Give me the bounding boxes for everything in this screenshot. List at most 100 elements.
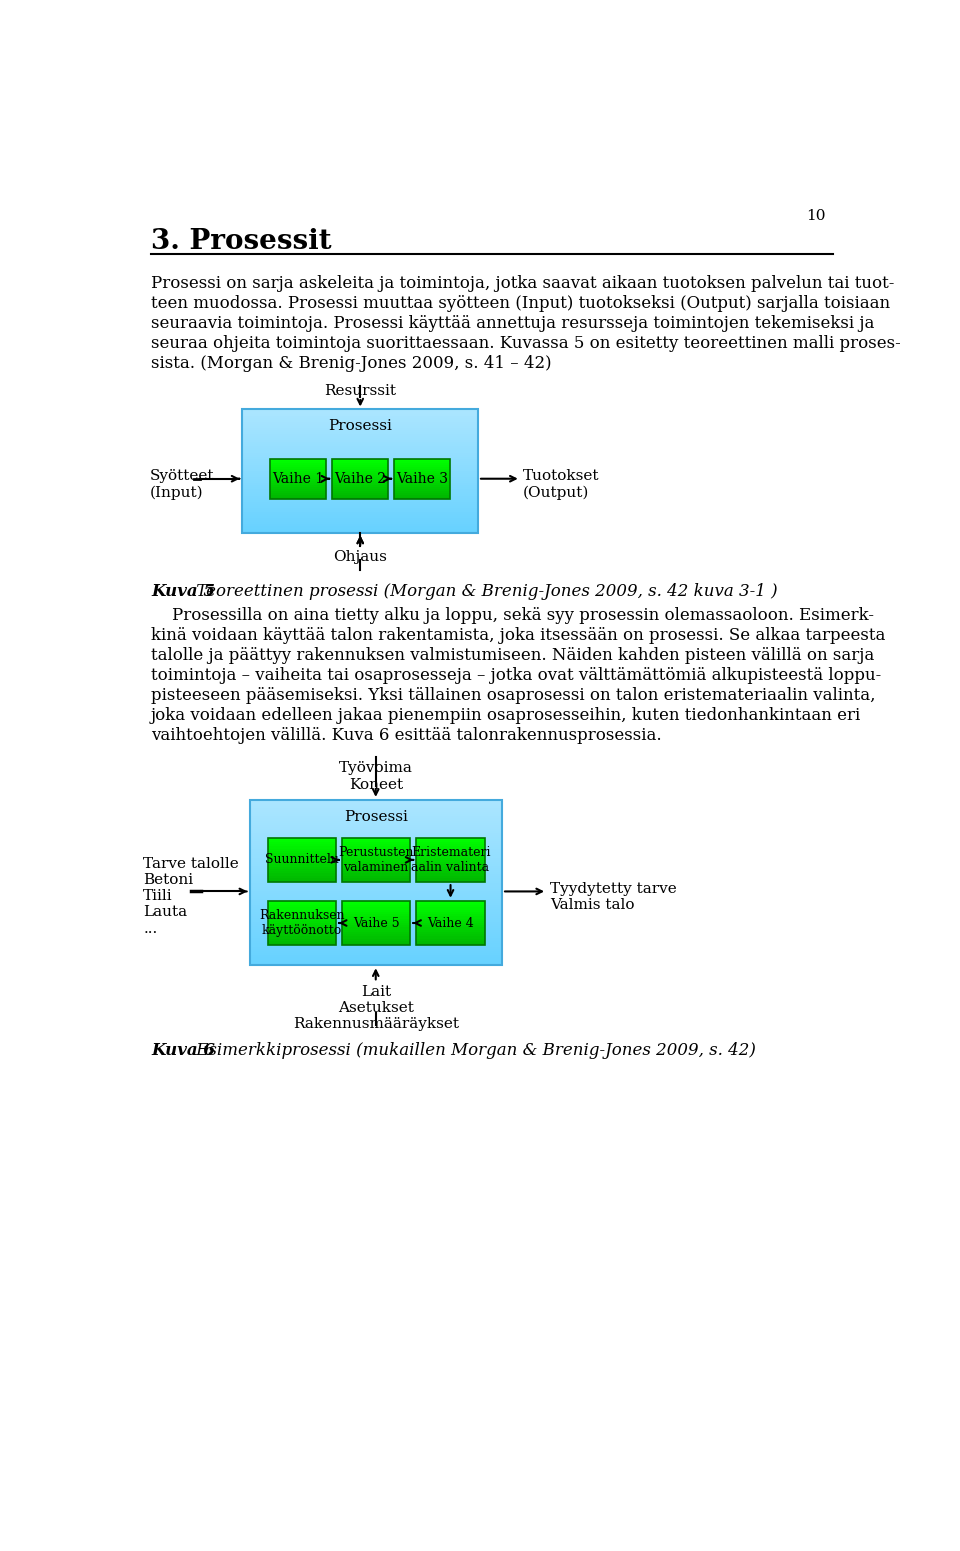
Bar xyxy=(251,819,502,820)
Bar xyxy=(243,493,478,496)
Bar xyxy=(342,903,410,906)
Bar xyxy=(342,943,410,946)
Bar xyxy=(332,481,388,482)
Text: Vaihe 2: Vaihe 2 xyxy=(334,472,386,485)
Bar xyxy=(268,872,336,873)
Bar xyxy=(243,485,478,487)
Text: Kuva 6: Kuva 6 xyxy=(151,1042,215,1059)
Bar xyxy=(268,909,336,912)
Bar xyxy=(268,869,336,872)
Bar xyxy=(268,838,336,883)
Bar xyxy=(271,475,326,476)
Bar xyxy=(243,436,478,439)
Bar xyxy=(268,838,336,839)
Bar xyxy=(251,851,502,853)
Bar xyxy=(395,459,450,461)
Bar xyxy=(342,838,410,839)
Bar xyxy=(417,907,485,909)
Bar xyxy=(243,467,478,468)
Bar xyxy=(251,828,502,831)
Bar xyxy=(243,409,478,532)
Bar xyxy=(251,814,502,816)
Bar xyxy=(251,803,502,807)
Bar xyxy=(268,879,336,883)
Bar xyxy=(417,838,485,839)
Bar xyxy=(268,864,336,867)
Bar xyxy=(417,917,485,918)
Bar xyxy=(251,962,502,963)
Bar xyxy=(342,927,410,929)
Bar xyxy=(251,951,502,952)
Bar xyxy=(417,873,485,875)
Bar xyxy=(417,914,485,917)
Bar xyxy=(251,822,502,825)
Bar xyxy=(271,470,326,473)
Bar xyxy=(243,481,478,484)
Bar xyxy=(417,912,485,914)
Bar xyxy=(268,917,336,918)
Bar xyxy=(395,482,450,485)
Bar xyxy=(342,923,410,926)
Bar xyxy=(243,510,478,512)
Bar xyxy=(251,883,502,884)
Bar xyxy=(251,834,502,838)
Bar xyxy=(332,489,388,490)
Bar xyxy=(243,518,478,520)
Text: Esimerkkiprosessi (mukaillen Morgan & Brenig-Jones 2009, s. 42): Esimerkkiprosessi (mukaillen Morgan & Br… xyxy=(191,1042,756,1059)
Bar xyxy=(395,495,450,496)
Bar xyxy=(342,918,410,921)
Bar xyxy=(251,847,502,850)
Bar xyxy=(251,924,502,926)
Bar xyxy=(395,461,450,462)
Text: 3. Prosessit: 3. Prosessit xyxy=(151,228,331,256)
Bar xyxy=(332,482,388,485)
Bar xyxy=(268,929,336,932)
Text: Tarve talolle
Betoni
Tiili
Lauta
...: Tarve talolle Betoni Tiili Lauta ... xyxy=(143,856,239,935)
Bar xyxy=(251,825,502,827)
Bar xyxy=(251,853,502,856)
Bar xyxy=(342,929,410,932)
Text: vaihtoehtojen välillä. Kuva 6 esittää talonrakennusprosessia.: vaihtoehtojen välillä. Kuva 6 esittää ta… xyxy=(151,727,661,744)
Text: seuraavia toimintoja. Prosessi käyttää annettuja resursseja toimintojen tekemise: seuraavia toimintoja. Prosessi käyttää a… xyxy=(151,315,875,332)
Bar xyxy=(395,459,450,499)
Bar xyxy=(251,845,502,847)
Bar xyxy=(395,493,450,495)
Bar xyxy=(251,896,502,900)
Bar xyxy=(268,934,336,937)
Bar xyxy=(342,914,410,917)
Bar xyxy=(251,872,502,875)
Bar xyxy=(268,906,336,907)
Bar xyxy=(251,813,502,814)
Bar xyxy=(342,858,410,859)
Bar xyxy=(251,906,502,907)
Text: Teoreettinen prosessi (Morgan & Brenig-Jones 2009, s. 42 kuva 3-1 ): Teoreettinen prosessi (Morgan & Brenig-J… xyxy=(191,583,778,600)
Bar xyxy=(251,940,502,943)
Bar xyxy=(342,847,410,848)
Bar xyxy=(251,876,502,878)
Bar xyxy=(251,955,502,957)
Bar xyxy=(271,467,326,468)
Bar xyxy=(243,454,478,456)
Bar xyxy=(251,938,502,940)
Bar xyxy=(251,890,502,893)
Bar xyxy=(243,461,478,462)
Bar xyxy=(251,959,502,962)
Text: Suunnittelu: Suunnittelu xyxy=(265,853,339,867)
Bar xyxy=(271,461,326,462)
Text: Eristemateri
aalin valinta: Eristemateri aalin valinta xyxy=(411,845,491,873)
Text: Työvoima
Koneet: Työvoima Koneet xyxy=(339,762,413,791)
Bar xyxy=(271,476,326,479)
Bar xyxy=(243,459,478,461)
Bar xyxy=(342,844,410,847)
Bar xyxy=(417,844,485,847)
Text: Vaihe 4: Vaihe 4 xyxy=(427,917,474,929)
Bar xyxy=(417,926,485,927)
Bar xyxy=(251,810,502,813)
Bar xyxy=(395,467,450,468)
Bar xyxy=(243,475,478,478)
Bar xyxy=(395,462,450,465)
Bar xyxy=(251,914,502,915)
Bar xyxy=(243,516,478,518)
Bar xyxy=(332,473,388,475)
Text: Prosessilla on aina tietty alku ja loppu, sekä syy prosessin olemassaoloon. Esim: Prosessilla on aina tietty alku ja loppu… xyxy=(151,608,874,625)
